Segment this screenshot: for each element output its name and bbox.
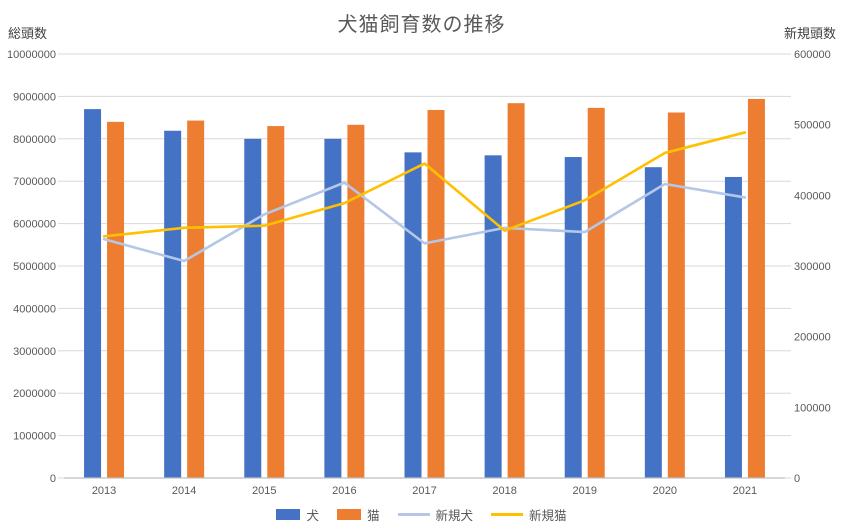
legend-label-dog: 犬: [306, 509, 319, 523]
x-axis-tick-label: 2016: [332, 485, 356, 497]
left-axis-tick-label: 1000000: [13, 431, 56, 443]
x-axis-tick-label: 2014: [172, 485, 196, 497]
x-axis-tick-label: 2021: [733, 485, 757, 497]
bar-猫-2016: [347, 124, 365, 479]
legend-item-cat: 猫: [336, 505, 380, 524]
bar-犬-2019: [564, 157, 582, 479]
x-axis-tick-label: 2020: [653, 485, 677, 497]
chart-plot-area: 0100000020000003000000400000050000006000…: [7, 49, 831, 497]
bar-猫-2015: [267, 126, 285, 478]
bar-犬-2014: [164, 130, 182, 478]
chart-title: 犬猫飼育数の推移: [337, 14, 506, 36]
bar-猫-2017: [427, 109, 445, 478]
left-axis-tick-label: 8000000: [13, 134, 56, 146]
bar-犬-2015: [244, 138, 262, 479]
x-axis-tick-label: 2018: [492, 485, 516, 497]
bar-犬-2016: [324, 138, 342, 479]
chart-legend: 犬 猫 新規犬 新規猫: [0, 505, 843, 524]
right-axis-tick-label: 500000: [794, 120, 831, 132]
bar-猫-2013: [107, 121, 125, 478]
x-axis-tick-label: 2015: [252, 485, 276, 497]
bar-犬-2013: [84, 109, 102, 479]
left-axis-tick-label: 10000000: [7, 49, 56, 61]
left-axis-tick-label: 3000000: [13, 346, 56, 358]
line-新規犬: [102, 181, 747, 263]
right-axis-title: 新規頭数: [783, 26, 836, 41]
left-axis-title: 総頭数: [8, 26, 48, 41]
legend-item-dog: 犬: [276, 505, 319, 524]
right-axis-tick-label: 600000: [794, 49, 831, 61]
x-axis-tick-label: 2019: [572, 485, 596, 497]
right-axis-tick-label: 200000: [794, 332, 831, 344]
new-dog-series-swatch-icon: [397, 513, 430, 516]
x-axis-tick-label: 2013: [92, 485, 116, 497]
legend-label-cat: 猫: [366, 509, 380, 523]
legend-item-new-cat: 新規猫: [491, 505, 567, 524]
left-axis-tick-label: 2000000: [13, 388, 56, 400]
left-axis-tick-label: 6000000: [13, 219, 56, 231]
dog-series-swatch-icon: [276, 509, 301, 520]
bar-犬-2020: [644, 167, 662, 478]
left-axis-tick-label: 4000000: [13, 303, 56, 315]
left-axis-tick-label: 5000000: [13, 261, 56, 273]
right-axis-tick-label: 300000: [794, 261, 831, 273]
left-axis-tick-label: 9000000: [13, 91, 56, 103]
bar-猫-2014: [187, 120, 205, 479]
right-axis-tick-label: 100000: [794, 402, 831, 414]
legend-label-new-cat: 新規猫: [529, 509, 567, 523]
line-新規猫: [102, 131, 747, 238]
cat-series-swatch-icon: [336, 509, 361, 520]
right-axis-tick-label: 0: [794, 473, 800, 485]
bar-犬-2017: [404, 152, 422, 479]
legend-item-new-dog: 新規犬: [397, 505, 474, 524]
left-axis-tick-label: 7000000: [13, 176, 56, 188]
x-axis-tick-label: 2017: [412, 485, 436, 497]
legend-label-new-dog: 新規犬: [435, 509, 474, 523]
bar-猫-2019: [587, 107, 605, 479]
left-axis-tick-label: 0: [50, 473, 56, 485]
new-cat-series-swatch-icon: [491, 513, 524, 516]
bar-犬-2021: [724, 176, 742, 478]
bar-猫-2020: [667, 112, 685, 479]
bar-猫-2021: [747, 98, 765, 478]
right-axis-tick-label: 400000: [794, 190, 831, 202]
bar-犬-2018: [484, 155, 502, 478]
bar-猫-2018: [507, 103, 525, 479]
